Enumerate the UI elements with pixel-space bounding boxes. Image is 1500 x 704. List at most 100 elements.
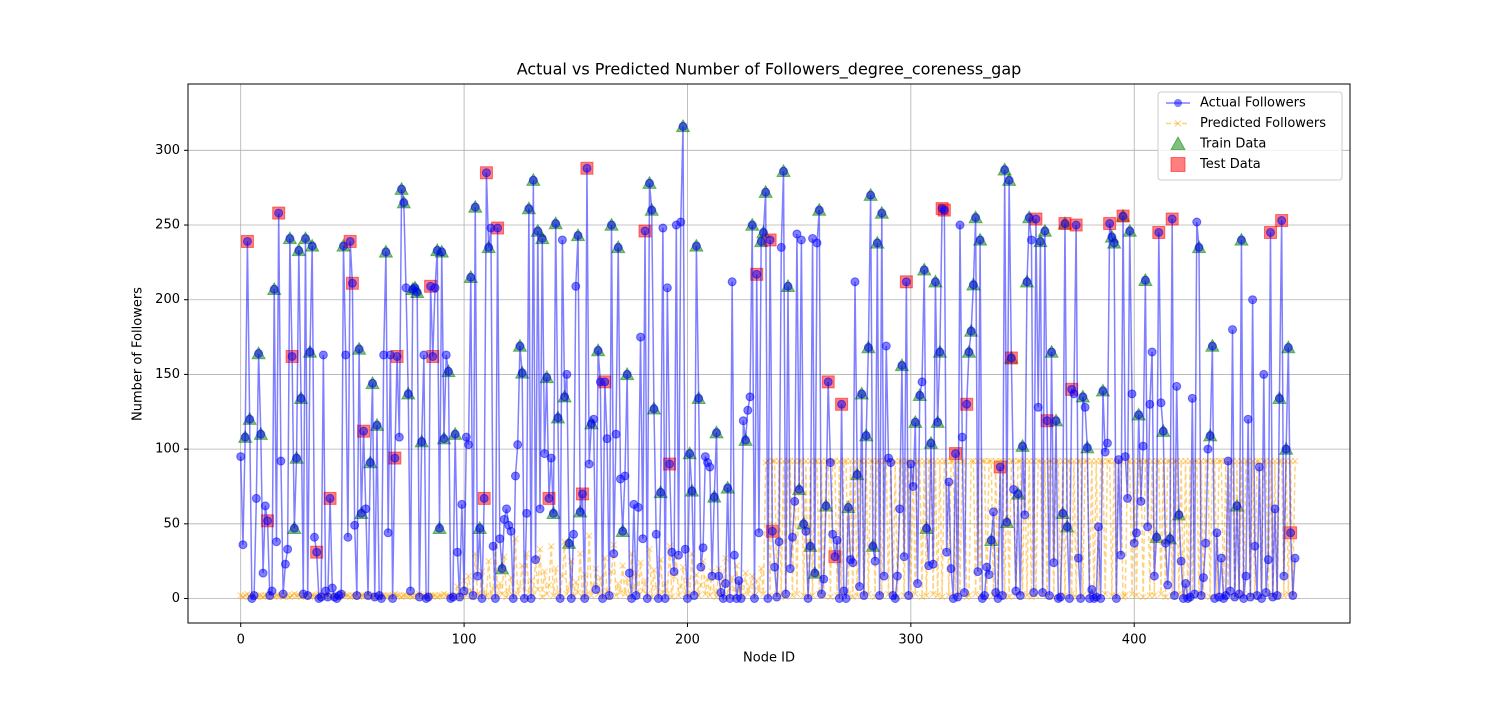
actual-marker — [470, 202, 480, 212]
actual-marker — [872, 238, 882, 248]
actual-marker — [602, 434, 612, 444]
actual-marker — [1207, 341, 1217, 351]
actual-marker — [676, 217, 686, 227]
actual-marker — [863, 343, 873, 353]
actual-marker — [365, 458, 375, 468]
actual-marker — [736, 594, 746, 603]
actual-marker — [341, 350, 351, 360]
actual-marker — [691, 241, 701, 251]
predicted-marker — [293, 592, 300, 599]
predicted-marker — [465, 572, 472, 580]
actual-marker — [790, 496, 800, 506]
actual-marker — [1169, 591, 1179, 601]
actual-marker — [685, 449, 695, 459]
actual-marker — [1073, 553, 1083, 563]
actual-marker — [251, 493, 261, 503]
actual-marker — [758, 227, 768, 237]
actual-marker — [540, 449, 550, 459]
actual-marker — [714, 571, 724, 581]
actual-marker — [1283, 343, 1293, 353]
actual-marker — [1111, 594, 1121, 603]
actual-marker — [256, 429, 266, 439]
actual-marker — [794, 484, 804, 494]
actual-marker — [1020, 510, 1030, 520]
actual-marker — [799, 519, 809, 529]
actual-marker — [312, 547, 322, 557]
actual-marker — [982, 562, 992, 572]
actual-marker — [1281, 444, 1291, 454]
actual-marker — [537, 233, 547, 243]
actual-marker — [528, 175, 538, 185]
actual-marker — [1062, 522, 1072, 532]
actual-marker — [787, 532, 797, 542]
actual-marker — [1105, 219, 1115, 229]
actual-marker — [662, 283, 672, 293]
actual-marker — [263, 516, 273, 526]
actual-marker — [457, 499, 467, 509]
actual-marker — [1076, 594, 1086, 603]
actual-marker — [566, 594, 576, 603]
actual-marker — [781, 589, 791, 599]
actual-marker — [582, 163, 592, 173]
actual-marker — [441, 350, 451, 360]
actual-marker — [1261, 588, 1271, 598]
actual-marker — [631, 591, 641, 601]
predicted-marker — [972, 590, 979, 598]
predicted-marker — [978, 457, 986, 465]
actual-marker — [1181, 579, 1191, 589]
actual-marker — [1192, 217, 1202, 227]
actual-marker — [1109, 238, 1119, 248]
actual-marker — [294, 245, 304, 255]
actual-marker — [801, 526, 811, 536]
x-tick-label: 300 — [898, 633, 923, 648]
actual-marker — [843, 502, 853, 512]
actual-marker — [258, 568, 268, 578]
actual-marker — [620, 471, 630, 481]
actual-marker — [859, 591, 869, 601]
actual-marker — [343, 532, 353, 542]
y-tick-label: 150 — [155, 367, 180, 382]
actual-marker — [464, 440, 474, 450]
actual-marker — [502, 504, 512, 514]
actual-marker — [359, 426, 369, 436]
actual-marker — [383, 528, 393, 538]
actual-marker — [638, 534, 648, 544]
actual-marker — [917, 377, 927, 387]
actual-marker — [405, 586, 415, 596]
actual-marker — [1040, 226, 1050, 236]
actual-marker — [562, 369, 572, 379]
predicted-marker — [911, 590, 919, 598]
actual-marker — [1118, 211, 1128, 221]
actual-marker — [296, 393, 306, 403]
actual-marker — [779, 166, 789, 176]
predicted-marker — [1023, 592, 1031, 599]
predicted-marker — [639, 587, 647, 595]
actual-marker — [814, 205, 824, 215]
actual-marker — [1176, 556, 1186, 566]
actual-marker — [1163, 580, 1173, 590]
actual-marker — [1147, 347, 1157, 357]
predicted-marker — [757, 565, 765, 572]
actual-marker — [776, 242, 786, 252]
actual-marker — [935, 347, 945, 357]
actual-marker — [986, 535, 996, 545]
actual-marker — [412, 287, 422, 297]
actual-marker — [1127, 389, 1137, 399]
actual-marker — [957, 432, 967, 442]
predicted-marker — [512, 535, 519, 543]
actual-marker — [1015, 591, 1025, 601]
actual-marker — [535, 504, 545, 514]
actual-marker — [881, 341, 891, 351]
predicted-marker — [701, 590, 709, 598]
actual-marker — [493, 223, 503, 233]
actual-marker — [1143, 522, 1153, 532]
actual-marker — [1232, 501, 1242, 511]
actual-marker — [743, 405, 753, 415]
actual-marker — [1125, 226, 1135, 236]
predicted-marker — [1150, 592, 1158, 599]
actual-marker — [747, 220, 757, 230]
actual-marker — [988, 507, 998, 517]
legend-swatch — [1174, 99, 1182, 107]
actual-marker — [973, 567, 983, 577]
